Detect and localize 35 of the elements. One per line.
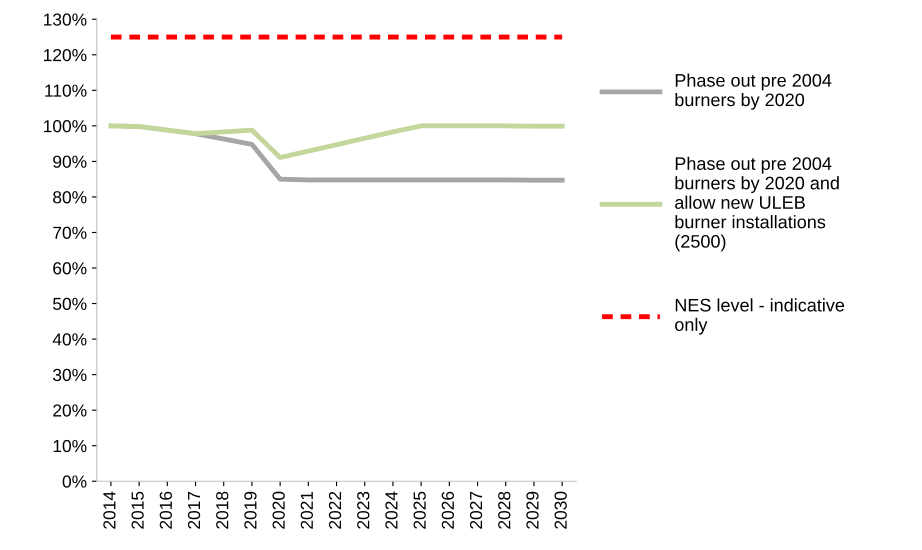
legend-label: Phase out pre 2004 burners by 2020 and allow new ULEB burner installations (2500) (675, 156, 839, 252)
y-tick-label: 10% (54, 440, 86, 452)
y-tick-label: 40% (52, 333, 86, 346)
y-tick-label: 50% (53, 298, 86, 310)
x-tick-label: 2026 (442, 492, 454, 529)
x-tick-label: 2016 (160, 492, 172, 529)
legend-label: Phase out pre 2004 burners by 2020 (675, 74, 832, 110)
x-tick-label: 2015 (131, 492, 144, 529)
x-tick-label: 2014 (103, 491, 116, 529)
y-tick-label: 100% (44, 120, 86, 132)
y-tick-label: 90% (53, 156, 86, 168)
y-tick-label: 20% (53, 404, 86, 417)
x-tick-label: 2024 (385, 491, 398, 529)
y-tick-label: 80% (53, 191, 86, 204)
x-tick-label: 2029 (526, 492, 539, 529)
y-tick-label: 0% (62, 475, 86, 488)
y-tick-label: 120% (44, 48, 86, 62)
y-tick-label: 110% (45, 84, 86, 97)
x-tick-label: 2028 (498, 492, 510, 529)
x-tick-label: 2020 (272, 492, 285, 529)
x-tick-label: 2025 (414, 492, 426, 529)
x-tick-label: 2027 (470, 492, 482, 529)
y-tick-label: 130% (44, 13, 86, 26)
x-tick-label: 2022 (328, 492, 342, 529)
x-tick-label: 2018 (216, 492, 228, 529)
x-tick-label: 2021 (300, 492, 313, 529)
x-tick-label: 2030 (554, 492, 567, 529)
y-tick-label: 60% (53, 262, 86, 274)
x-tick-label: 2023 (357, 492, 370, 529)
line-series (108, 123, 565, 160)
y-tick-label: 30% (53, 368, 86, 382)
x-tick-label: 2017 (188, 492, 200, 529)
legend-label: NES level - indicative only (675, 298, 844, 335)
x-tick-label: 2019 (244, 492, 257, 529)
y-tick-label: 70% (53, 226, 86, 239)
